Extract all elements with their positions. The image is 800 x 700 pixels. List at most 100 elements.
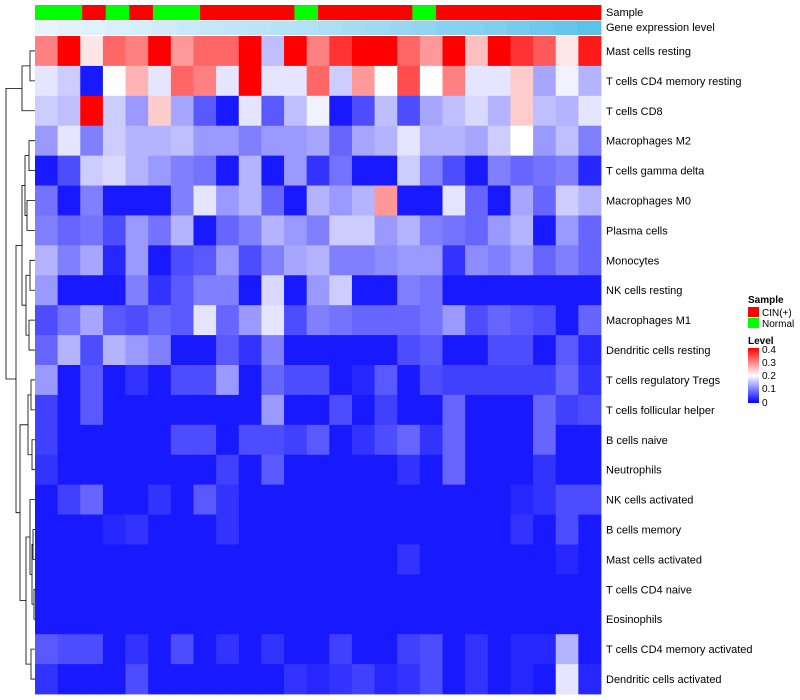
legend-level-tick: 0 (762, 398, 768, 409)
heatmap-cell (238, 664, 262, 695)
heatmap-cell (533, 544, 557, 575)
heatmap-cell (102, 394, 126, 426)
heatmap-cell (102, 574, 126, 605)
gene-expression-annotation-cell (129, 21, 154, 35)
heatmap-cell (465, 424, 489, 456)
heatmap-cell (306, 36, 330, 67)
heatmap-cell (80, 484, 104, 515)
heatmap-cell (374, 454, 398, 486)
heatmap-cell (125, 484, 149, 515)
heatmap-cell (102, 305, 126, 336)
heatmap-cell (170, 215, 194, 246)
heatmap-cell (148, 634, 172, 665)
heatmap-cell (148, 544, 172, 575)
heatmap-cell (261, 65, 285, 97)
heatmap-cell (374, 65, 398, 97)
heatmap-cell (487, 634, 511, 665)
heatmap-cell (374, 394, 398, 426)
heatmap-cell (80, 305, 104, 336)
gene-expression-annotation-cell (152, 21, 177, 35)
heatmap-cell (57, 574, 81, 605)
heatmap-cell (351, 514, 375, 545)
heatmap-cell (80, 514, 104, 545)
heatmap-cell (329, 275, 353, 306)
heatmap-cell (578, 664, 602, 695)
heatmap-cell (261, 36, 285, 67)
heatmap-cell (329, 604, 353, 635)
heatmap-cell (35, 65, 59, 97)
heatmap-cell (510, 454, 534, 486)
heatmap-cell (125, 155, 149, 186)
heatmap-cell (578, 394, 602, 426)
legend-normal-swatch (748, 318, 759, 328)
heatmap-cell (465, 664, 489, 695)
heatmap-cell (442, 664, 466, 695)
legend-level-tick: 0.1 (762, 384, 776, 395)
heatmap-cell (193, 155, 217, 186)
heatmap-cell (533, 514, 557, 545)
heatmap-cell (238, 335, 262, 366)
heatmap-cell (419, 394, 443, 426)
heatmap-cell (329, 215, 353, 246)
heatmap-cell (35, 454, 59, 486)
heatmap-cell (578, 245, 602, 276)
dendrogram-branch (30, 648, 35, 680)
heatmap-cell (442, 394, 466, 426)
heatmap-cell (80, 65, 104, 97)
heatmap-cell (306, 394, 330, 426)
heatmap-cell (578, 634, 602, 665)
heatmap-cell (216, 215, 240, 246)
heatmap-cell (329, 574, 353, 605)
heatmap-cell (284, 454, 308, 486)
heatmap-cell (261, 215, 285, 246)
heatmap-cell (170, 574, 194, 605)
heatmap-cell (35, 125, 59, 157)
heatmap-cell (80, 454, 104, 486)
heatmap-cell (397, 454, 421, 486)
heatmap-cell (374, 215, 398, 246)
heatmap-cell (578, 155, 602, 186)
heatmap-cell (533, 65, 557, 97)
row-label: Macrophages M0 (606, 196, 691, 208)
heatmap-cell (148, 604, 172, 635)
heatmap-cell (102, 125, 126, 157)
heatmap-cell (487, 125, 511, 157)
heatmap-cell (578, 125, 602, 157)
sample-annotation-cell (459, 5, 484, 20)
heatmap-cell (419, 365, 443, 396)
dendrogram-branch (29, 499, 35, 575)
sample-annotation-cell (223, 5, 248, 20)
heatmap-cell (397, 634, 421, 665)
row-label: Macrophages M2 (606, 136, 691, 148)
heatmap-cell (374, 155, 398, 186)
heatmap-cell (510, 604, 534, 635)
heatmap-cell (351, 664, 375, 695)
heatmap-cell (533, 454, 557, 486)
heatmap-cell (284, 155, 308, 186)
heatmap-cell (102, 544, 126, 575)
heatmap-cell (216, 125, 240, 157)
sample-annotation-cell (506, 5, 531, 20)
sample-annotation-cell (365, 5, 390, 20)
heatmap-cell (419, 454, 443, 486)
heatmap-cell (397, 36, 421, 67)
sample-annotation-cell (105, 5, 130, 20)
heatmap-cell (125, 185, 149, 216)
heatmap-cell (510, 634, 534, 665)
heatmap-cell (397, 544, 421, 575)
heatmap-cell (374, 634, 398, 665)
dendrogram-branch (33, 588, 35, 620)
heatmap-cell (284, 574, 308, 605)
heatmap-cell (148, 185, 172, 216)
heatmap-cell (125, 424, 149, 456)
heatmap-cell (555, 454, 579, 486)
heatmap-cell (374, 125, 398, 157)
heatmap-cell (487, 155, 511, 186)
heatmap-cell (125, 574, 149, 605)
heatmap-cell (57, 185, 81, 216)
heatmap-cell (170, 394, 194, 426)
heatmap-cell (102, 65, 126, 97)
heatmap-cell (80, 185, 104, 216)
gene-expression-annotation-cell (341, 21, 366, 35)
heatmap-cell (442, 514, 466, 545)
